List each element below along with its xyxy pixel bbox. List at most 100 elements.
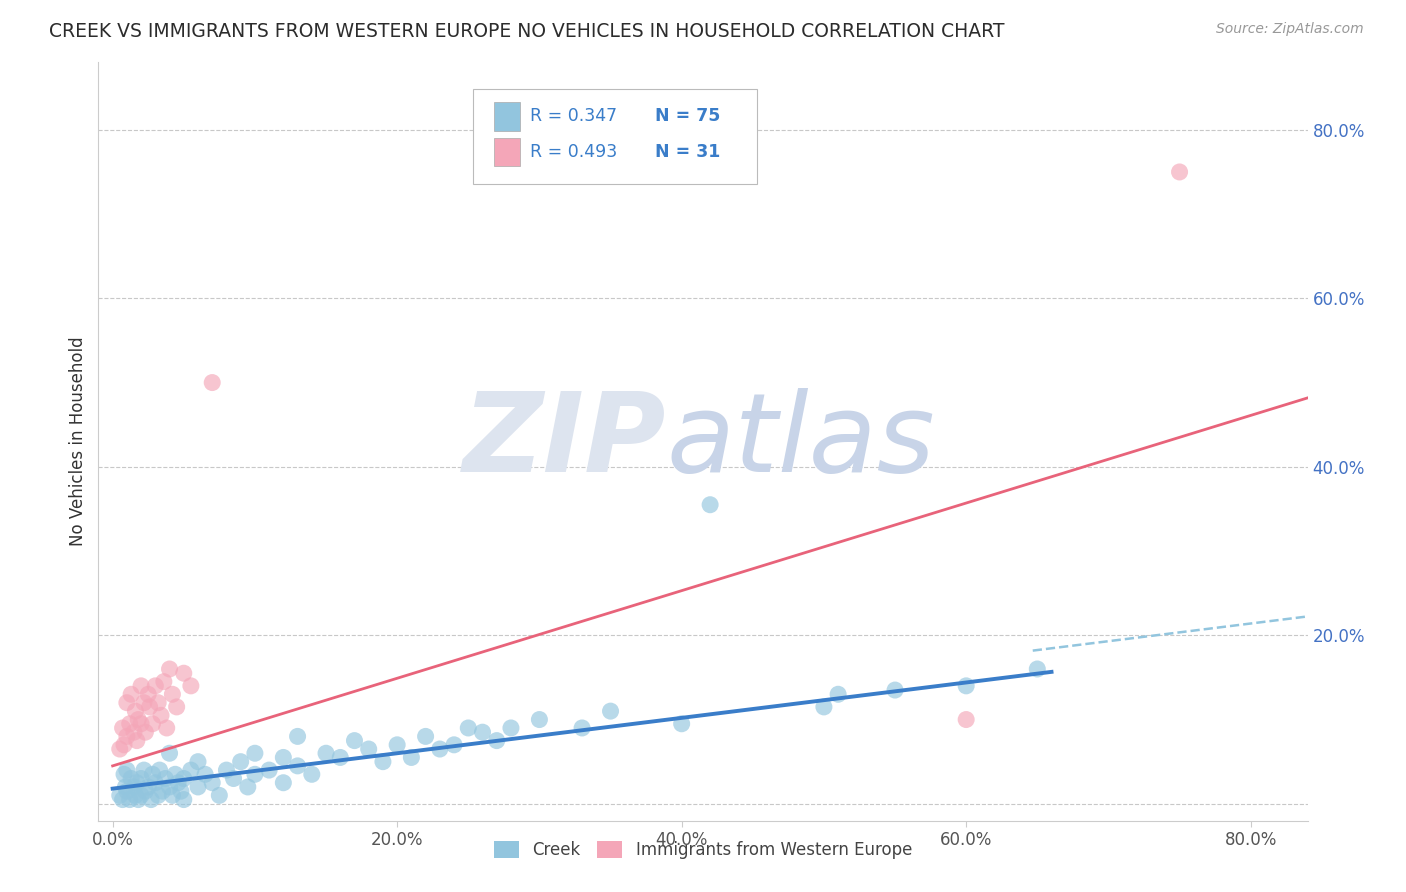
Point [115, 784, 138, 798]
Point [243, 746, 266, 760]
Point [143, 679, 166, 693]
Point [273, 750, 295, 764]
Text: N = 31: N = 31 [655, 143, 720, 161]
Point [208, 789, 231, 803]
Point [132, 763, 155, 777]
Point [529, 713, 551, 727]
Point [599, 704, 621, 718]
Point [138, 699, 160, 714]
Point [287, 730, 309, 744]
Point [112, 767, 135, 781]
Point [357, 742, 380, 756]
Point [827, 687, 849, 701]
Point [485, 733, 508, 747]
Point [159, 662, 181, 676]
Point [165, 767, 187, 781]
Point [415, 730, 437, 744]
Point [141, 767, 163, 781]
Point [136, 780, 159, 794]
Point [457, 721, 479, 735]
Point [287, 759, 309, 773]
Point [115, 730, 138, 744]
FancyBboxPatch shape [494, 137, 520, 166]
Point [243, 767, 266, 781]
Point [699, 498, 721, 512]
Point [273, 776, 295, 790]
Point [132, 696, 155, 710]
Point [329, 750, 352, 764]
Point [124, 704, 146, 718]
Point [146, 789, 169, 803]
Point [134, 725, 156, 739]
Point [115, 763, 138, 777]
Point [180, 763, 202, 777]
Point [443, 738, 465, 752]
Point [155, 772, 177, 786]
Point [111, 792, 134, 806]
Point [187, 755, 209, 769]
Point [122, 780, 145, 794]
Point [141, 716, 163, 731]
Point [139, 792, 162, 806]
Text: CREEK VS IMMIGRANTS FROM WESTERN EUROPE NO VEHICLES IN HOUSEHOLD CORRELATION CHA: CREEK VS IMMIGRANTS FROM WESTERN EUROPE … [49, 22, 1005, 41]
Point [180, 679, 202, 693]
Legend: Creek, Immigrants from Western Europe: Creek, Immigrants from Western Europe [488, 834, 918, 865]
Point [201, 376, 224, 390]
Point [222, 772, 245, 786]
Text: N = 75: N = 75 [655, 107, 720, 125]
Point [136, 687, 159, 701]
Point [955, 713, 977, 727]
Point [173, 772, 195, 786]
Point [156, 721, 179, 735]
Point [371, 755, 394, 769]
Text: R = 0.347: R = 0.347 [530, 107, 617, 125]
Point [955, 679, 977, 693]
Point [471, 725, 494, 739]
Point [129, 772, 152, 786]
Point [129, 679, 152, 693]
Point [187, 780, 209, 794]
Point [120, 687, 142, 701]
Point [125, 776, 148, 790]
Point [429, 742, 451, 756]
Point [125, 733, 148, 747]
Text: R = 0.493: R = 0.493 [530, 143, 617, 161]
Point [143, 776, 166, 790]
Point [884, 683, 907, 698]
Point [115, 696, 138, 710]
Point [671, 716, 693, 731]
Point [159, 746, 181, 760]
Point [124, 789, 146, 803]
Point [150, 708, 173, 723]
Point [111, 721, 134, 735]
Point [120, 772, 142, 786]
Point [170, 784, 193, 798]
Text: atlas: atlas [666, 388, 935, 495]
Point [173, 792, 195, 806]
Point [118, 716, 141, 731]
Point [813, 699, 835, 714]
Point [166, 699, 188, 714]
Point [129, 716, 152, 731]
Point [159, 780, 181, 794]
Point [173, 666, 195, 681]
Point [118, 792, 141, 806]
Point [343, 733, 366, 747]
Point [1026, 662, 1049, 676]
Point [153, 674, 176, 689]
Point [127, 792, 149, 806]
Point [108, 789, 131, 803]
Point [257, 763, 280, 777]
FancyBboxPatch shape [494, 102, 520, 130]
Point [201, 776, 224, 790]
Point [122, 725, 145, 739]
Point [134, 784, 156, 798]
Point [1168, 165, 1191, 179]
Point [571, 721, 593, 735]
Point [401, 750, 423, 764]
Point [301, 767, 323, 781]
Point [129, 789, 152, 803]
Point [114, 780, 136, 794]
Point [149, 763, 172, 777]
FancyBboxPatch shape [474, 89, 758, 184]
